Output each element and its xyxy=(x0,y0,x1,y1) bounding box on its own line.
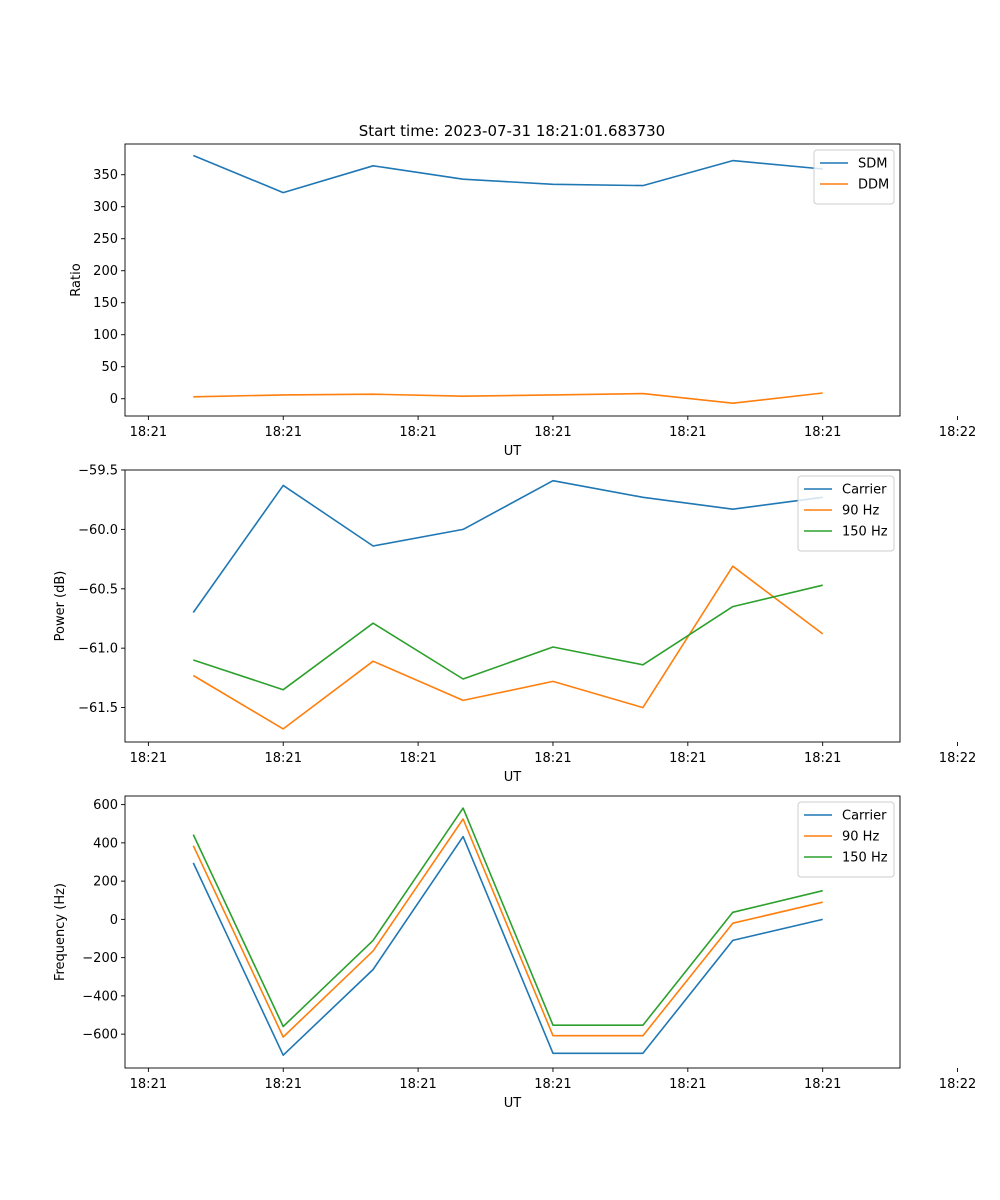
y-tick-label: −61.0 xyxy=(78,642,118,657)
y-tick-label: 150 xyxy=(93,296,118,311)
legend-box xyxy=(797,801,895,878)
series-line-150-hz xyxy=(192,807,823,1028)
x-tick-label: 18:21 xyxy=(399,751,436,766)
chart-panels: 18:21 18:21 18:21 18:21 18:21 18:21 18:22 0 50 10… xyxy=(53,143,976,1111)
y-tick-label: −200 xyxy=(82,951,118,966)
x-tick-label: 18:22 xyxy=(939,1077,976,1092)
axes-frame xyxy=(124,469,901,743)
legend-label-ddm: DDM xyxy=(858,178,889,193)
y-tick-label: 200 xyxy=(93,875,118,890)
x-tick-label: 18:21 xyxy=(399,1077,436,1092)
x-axis-label: UT xyxy=(504,770,522,785)
x-tick-label: 18:21 xyxy=(265,751,302,766)
series-line-ddm xyxy=(193,392,823,405)
y-tick-label: 350 xyxy=(93,168,118,183)
y-tick-label: 250 xyxy=(93,232,118,247)
y-tick-label: 300 xyxy=(93,200,118,215)
y-tick-label: 400 xyxy=(93,836,118,851)
y-tick-label: 0 xyxy=(110,913,118,928)
y-axis-label: Frequency (Hz) xyxy=(53,883,68,981)
legend-label-carrier: Carrier xyxy=(842,809,887,824)
y-tick-label: −600 xyxy=(82,1028,118,1043)
legend: Carrier 90 Hz 150 Hz xyxy=(797,475,895,552)
y-tick-label: 600 xyxy=(93,798,118,813)
panel-ratio: 18:21 18:21 18:21 18:21 18:21 18:21 18:22 0 50 10… xyxy=(69,143,976,459)
y-tick-label: −59.5 xyxy=(78,464,118,479)
series-line-sdm xyxy=(192,154,823,194)
y-tick-label: −60.5 xyxy=(78,582,118,597)
y-axis-label: Ratio xyxy=(69,263,84,296)
x-tick-label: 18:21 xyxy=(534,751,571,766)
y-tick-label: 50 xyxy=(101,360,118,375)
legend-label-sdm: SDM xyxy=(858,157,887,172)
legend-label-carrier: Carrier xyxy=(842,483,887,498)
y-tick-label: −60.0 xyxy=(78,523,118,538)
x-axis-label: UT xyxy=(504,444,522,459)
x-tick-label: 18:22 xyxy=(939,751,976,766)
legend-label-150-hz: 150 Hz xyxy=(842,851,888,866)
x-tick-label: 18:21 xyxy=(804,1077,841,1092)
x-tick-label: 18:21 xyxy=(399,425,436,440)
legend-label-150-hz: 150 Hz xyxy=(842,525,888,540)
legend-label-90-hz: 90 Hz xyxy=(842,504,879,519)
y-tick-label: 0 xyxy=(110,392,118,407)
x-tick-label: 18:22 xyxy=(939,425,976,440)
axes-frame xyxy=(124,143,901,417)
x-tick-label: 18:21 xyxy=(804,425,841,440)
x-tick-label: 18:21 xyxy=(534,425,571,440)
legend: Carrier 90 Hz 150 Hz xyxy=(797,801,895,878)
legend: SDM DDM xyxy=(813,149,895,205)
x-tick-label: 18:21 xyxy=(130,425,167,440)
series-line-150-hz xyxy=(193,584,823,691)
x-tick-label: 18:21 xyxy=(669,751,706,766)
figure-title: Start time: 2023-07-31 18:21:01.683730 xyxy=(359,122,665,140)
y-axis-label: Power (dB) xyxy=(53,571,68,642)
axes-frame xyxy=(124,795,901,1069)
legend-label-90-hz: 90 Hz xyxy=(842,830,879,845)
panel-power: 18:21 18:21 18:21 18:21 18:21 18:21 18:22 −59.5… xyxy=(53,464,976,786)
x-tick-label: 18:21 xyxy=(130,751,167,766)
legend-box xyxy=(797,475,895,552)
y-tick-label: 200 xyxy=(93,264,118,279)
y-tick-label: −400 xyxy=(82,989,118,1004)
x-axis-label: UT xyxy=(504,1096,522,1111)
x-tick-label: 18:21 xyxy=(130,1077,167,1092)
x-tick-label: 18:21 xyxy=(534,1077,571,1092)
y-tick-label: 100 xyxy=(93,328,118,343)
x-tick-label: 18:21 xyxy=(669,425,706,440)
x-tick-label: 18:21 xyxy=(265,425,302,440)
series-line-carrier xyxy=(192,835,823,1056)
x-tick-label: 18:21 xyxy=(804,751,841,766)
x-tick-label: 18:21 xyxy=(265,1077,302,1092)
series-line-90-hz xyxy=(192,565,824,730)
x-tick-label: 18:21 xyxy=(669,1077,706,1092)
series-line-90-hz xyxy=(192,818,823,1038)
y-tick-label: −61.5 xyxy=(78,701,118,716)
panel-frequency: 18:21 18:21 18:21 18:21 18:21 18:21 18:22 600 40… xyxy=(53,795,976,1111)
series-line-carrier xyxy=(192,479,823,613)
